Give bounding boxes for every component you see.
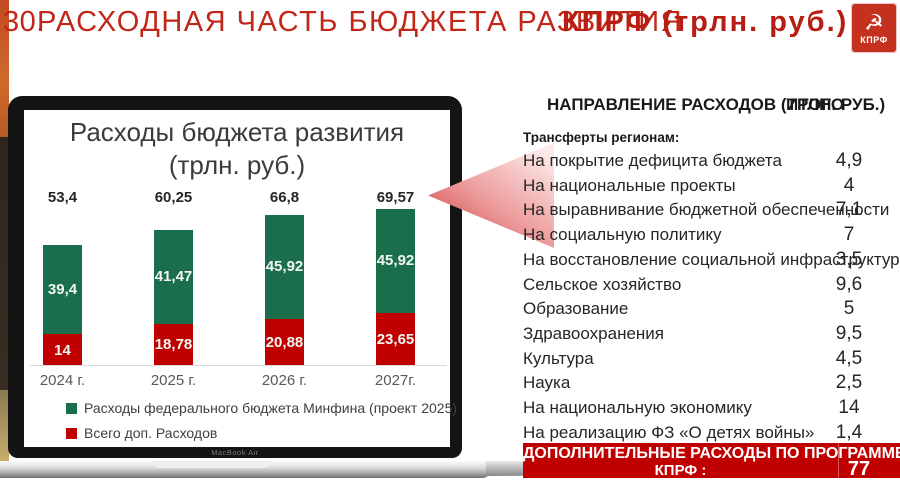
table-row-value: 3,5 [835, 248, 863, 270]
background-strip-middle [0, 137, 9, 390]
x-axis-tick-label: 2025 г. [150, 372, 197, 389]
legend-item-extra: Всего доп. Расходов [66, 425, 217, 441]
table-row-label: Наука [523, 373, 571, 393]
table-row: Наука 2,5 [523, 372, 900, 397]
table-row: Сельское хозяйство 9,6 [523, 273, 900, 299]
table-row-value: 7,1 [835, 199, 863, 221]
table-row-label: На покрытие дефицита бюджета [523, 151, 782, 170]
hammer-sickle-icon: ☭ [864, 10, 884, 35]
table-row-label: На национальную экономику [523, 398, 752, 417]
banner-line1: ДОПОЛНИТЕЛЬНЫЕ РАСХОДЫ ПО ПРОГРАММЕ [523, 445, 900, 462]
slide-number: 30. [3, 6, 45, 38]
footer-banner: ДОПОЛНИТЕЛЬНЫЕ РАСХОДЫ ПО ПРОГРАММЕ КПРФ… [523, 443, 900, 480]
legend-swatch-green [66, 402, 77, 414]
table-header-overlay: ИТОГО [786, 95, 845, 114]
table-row-value: 4 [843, 174, 855, 196]
legend-label-extra: Всего доп. Расходов [84, 425, 218, 441]
table-row: На выравнивание бюджетной обеспеченности… [523, 199, 900, 224]
background-strip-bottom [0, 390, 9, 462]
bar-chart-plot: 14 39,4 53,4 2024 г. 18,78 41,47 60,25 2025 г. 2… [0, 0, 470, 460]
table-row: На восстановление социальной инфраструкт… [523, 248, 900, 274]
table-row: На национальные проекты 4 [523, 174, 900, 200]
table-row: Культура 4,5 [523, 347, 900, 373]
bar-segment-extra-label: 14 [54, 341, 71, 359]
bar-segment-minfin: 41,47 [154, 229, 193, 324]
bar-segment-extra: 14 [43, 334, 82, 366]
table-row-value: 2,5 [835, 372, 863, 394]
bar-segment-extra-label: 23,65 [376, 330, 415, 348]
laptop-base-notch [152, 461, 270, 468]
table-header: НАПРАВЛЕНИЕ РАСХОДОВ (ТРЛН. РУБ.) [547, 95, 886, 114]
bar-segment-minfin: 39,4 [43, 245, 82, 335]
table-row-label: На национальные проекты [523, 175, 736, 195]
table-row: На реализацию ФЗ «О детях войны» 1,4 [523, 421, 900, 447]
table-row: На национальную экономику 14 [523, 397, 900, 422]
banner-divider [838, 443, 839, 478]
table-row-value: 14 [838, 397, 860, 418]
bar-segment-minfin: 45,92 [265, 215, 304, 319]
laptop-brand-label: MacBook Air [211, 448, 259, 457]
table-row-value: 7 [843, 224, 855, 246]
x-axis-tick-label: 2026 г. [261, 372, 308, 389]
table-row: Образование 5 [523, 298, 900, 323]
table-row-label: Культура [523, 348, 594, 368]
banner-line2: КПРФ : [654, 462, 707, 479]
bar-segment-extra: 20,88 [265, 318, 304, 366]
table-row: Здравоохранения 9,5 [523, 322, 900, 348]
bar-total-label: 69,57 [376, 189, 415, 206]
x-axis-tick-label: 2027г. [374, 372, 417, 389]
banner-value: 77 [847, 458, 871, 480]
table-row-label: Сельское хозяйство [523, 274, 682, 294]
table-row-value: 9,6 [835, 273, 863, 295]
party-logo-label: КПРФ [860, 35, 888, 45]
bar-segment-minfin-label: 45,92 [376, 252, 415, 270]
bar-total-label: 53,4 [47, 189, 78, 206]
table-row: На покрытие дефицита бюджета 4,9 [523, 150, 900, 175]
x-axis-tick-label: 2024 г. [39, 372, 86, 389]
table-row-value: 4,5 [835, 347, 863, 369]
table-row: На социальную политику 7 [523, 224, 900, 249]
bar-total-label: 60,25 [154, 189, 193, 206]
table-row-label: Здравоохранения [523, 323, 664, 343]
table-row-label: На социальную политику [523, 225, 722, 245]
table-row-value: 1,4 [835, 421, 863, 443]
laptop-base [0, 461, 491, 478]
bar-segment-minfin: 45,92 [376, 208, 415, 313]
bar-segment-minfin-label: 45,92 [265, 258, 304, 276]
bar-segment-extra-label: 20,88 [265, 333, 304, 351]
chart-title-line2: (трлн. руб.) [168, 150, 306, 180]
bar-segment-extra: 18,78 [154, 323, 193, 366]
slide-title: РАСХОДНАЯ ЧАСТЬ БЮДЖЕТА РАЗВИТИЯ [37, 6, 684, 38]
legend-label-minfin: Расходы федерального бюджета Минфина (пр… [84, 400, 458, 416]
party-logo: ☭ КПРФ [851, 3, 897, 53]
table-row-value: 4,9 [835, 150, 863, 171]
table-row-label: Образование [523, 299, 629, 319]
bar-segment-extra: 23,65 [376, 312, 415, 366]
chart-title-line1: Расходы бюджета развития [69, 117, 405, 147]
table-row-label: На реализацию ФЗ «О детях войны» [523, 422, 815, 442]
bar-total-label: 66,8 [269, 189, 300, 206]
bar-segment-extra-label: 18,78 [154, 336, 193, 354]
legend-swatch-red [66, 427, 77, 439]
background-strip-top [0, 0, 9, 137]
slide-title-overlay: КПРФ (трлн. руб.) [562, 6, 849, 38]
table-row-value: 5 [843, 298, 855, 320]
table-group-row: Трансферты регионам: [523, 130, 680, 145]
x-axis-line [30, 365, 447, 366]
bar-segment-minfin-label: 41,47 [154, 268, 193, 286]
table-row-label: На восстановление социальной инфраструкт… [523, 249, 900, 269]
bar-segment-minfin-label: 39,4 [47, 281, 78, 299]
table-row-label: На выравнивание бюджетной обеспеченности [523, 200, 890, 220]
table-row-value: 9,5 [835, 322, 863, 344]
chart-title: Расходы бюджета развития (трлн. руб.) [27, 116, 447, 182]
legend-item-minfin: Расходы федерального бюджета Минфина (пр… [66, 400, 457, 416]
